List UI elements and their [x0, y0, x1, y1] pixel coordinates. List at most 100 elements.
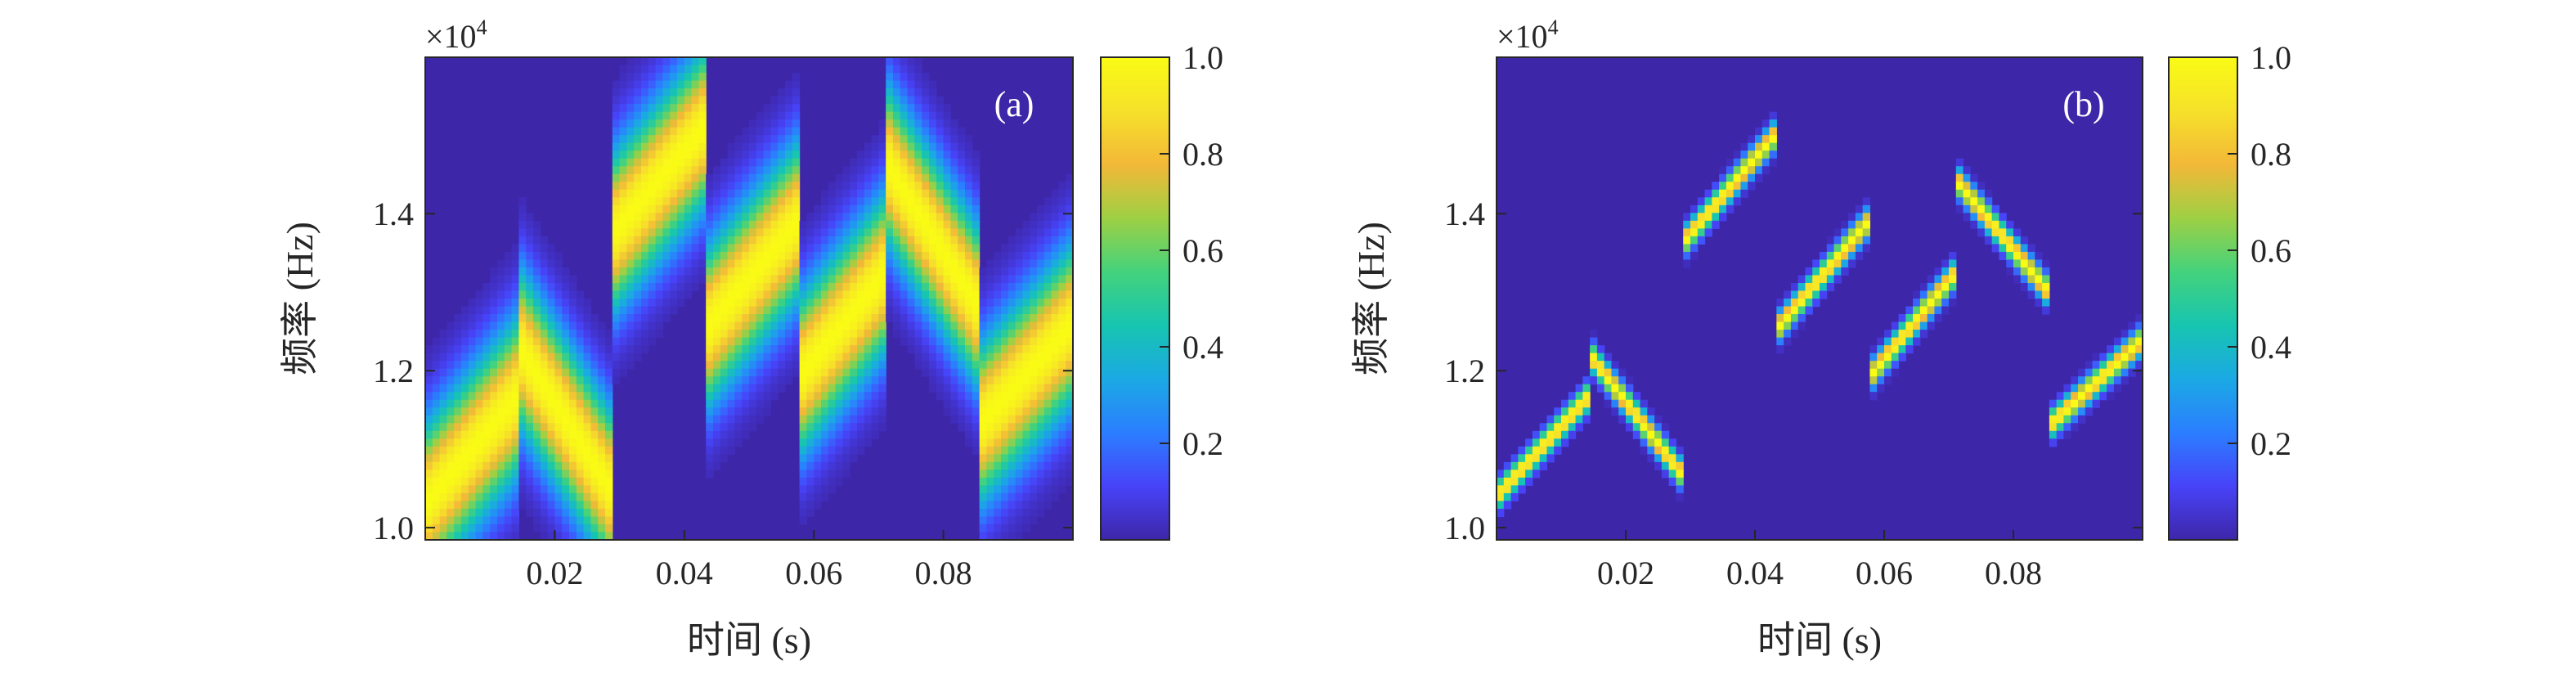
heatmap-cell-b	[1891, 353, 1900, 362]
heatmap-cell-a	[1001, 532, 1009, 541]
heatmap-cell-a	[475, 485, 483, 494]
heatmap-cell-a	[554, 267, 563, 276]
heatmap-cell-b	[1510, 485, 1519, 494]
heatmap-cell-a	[511, 345, 519, 354]
heatmap-cell-b	[1640, 415, 1648, 424]
heatmap-cell-b	[1934, 299, 1942, 308]
heatmap-cell-a	[598, 485, 606, 494]
heatmap-cell-a	[612, 267, 621, 276]
x-ticks-a: 0.02 0.04 0.06 0.08	[526, 530, 972, 591]
heatmap-cell-b	[1697, 213, 1706, 222]
heatmap-cell-a	[1015, 314, 1023, 323]
heatmap-cell-a	[886, 142, 894, 151]
heatmap-cell-a	[504, 353, 513, 362]
heatmap-cell-a	[439, 501, 447, 510]
heatmap-cell-a	[749, 236, 757, 245]
panel-label-b: (b)	[2062, 84, 2104, 124]
heatmap-cell-b	[1626, 399, 1634, 408]
heatmap-cell-a	[914, 337, 922, 346]
heatmap-cell-a	[994, 251, 1002, 261]
heatmap-cell-a	[605, 407, 613, 416]
heatmap-cell-a	[677, 151, 685, 160]
heatmap-cell-a	[706, 204, 714, 213]
heatmap-cell-b	[1820, 259, 1828, 268]
heatmap-cell-a	[857, 228, 865, 237]
heatmap-cell-a	[662, 204, 671, 213]
heatmap-cell-a	[785, 80, 793, 89]
heatmap-cell-a	[619, 314, 627, 323]
heatmap-cell-a	[713, 290, 721, 299]
heatmap-cell-a	[554, 399, 563, 408]
heatmap-cell-a	[907, 314, 915, 323]
heatmap-cell-a	[814, 228, 822, 237]
heatmap-cell-a	[814, 423, 822, 432]
heatmap-cell-a	[540, 407, 549, 416]
heatmap-cell-b	[2013, 251, 2022, 261]
heatmap-cell-a	[994, 454, 1002, 463]
heatmap-cell-a	[806, 423, 815, 432]
heatmap-cell-a	[886, 244, 894, 253]
heatmap-cell-a	[1001, 430, 1009, 439]
heatmap-cell-a	[475, 532, 483, 541]
heatmap-cell-a	[425, 407, 433, 416]
heatmap-cell-a	[778, 151, 786, 160]
heatmap-cell-a	[1043, 446, 1052, 455]
heatmap-cell-a	[864, 423, 873, 432]
heatmap-cell-b	[2020, 275, 2029, 284]
heatmap-cell-a	[720, 399, 729, 408]
heatmap-cell-b	[2078, 392, 2086, 401]
heatmap-cell-a	[943, 384, 951, 393]
heatmap-cell-a	[965, 189, 973, 198]
heatmap-cell-a	[1015, 337, 1023, 346]
heatmap-cell-a	[526, 430, 534, 439]
heatmap-cell-a	[842, 446, 850, 455]
heatmap-cell-b	[1733, 189, 1742, 198]
heatmap-cell-a	[576, 446, 585, 455]
heatmap-cell-a	[655, 104, 663, 113]
heatmap-cell-a	[943, 314, 951, 323]
heatmap-cell-a	[756, 166, 765, 175]
heatmap-cell-a	[533, 423, 541, 432]
heatmap-cell-a	[943, 267, 951, 276]
heatmap-cell-a	[835, 182, 843, 191]
heatmap-cell-a	[821, 282, 829, 292]
heatmap-cell-b	[2107, 345, 2115, 354]
heatmap-cell-a	[792, 236, 801, 245]
heatmap-cell-b	[2049, 415, 2058, 424]
heatmap-cell-b	[1862, 213, 1871, 222]
heatmap-cell-a	[749, 407, 757, 416]
heatmap-cell-a	[792, 314, 801, 323]
heatmap-cell-a	[958, 197, 966, 206]
heatmap-cell-a	[922, 236, 930, 245]
heatmap-cell-a	[583, 306, 591, 315]
heatmap-cell-a	[778, 204, 786, 213]
heatmap-cell-a	[468, 516, 477, 525]
heatmap-cell-b	[1604, 376, 1613, 385]
heatmap-cell-a	[706, 321, 714, 330]
heatmap-cell-a	[1008, 508, 1016, 518]
heatmap-cell-a	[979, 407, 987, 416]
heatmap-cell-a	[965, 290, 973, 299]
heatmap-cell-a	[878, 415, 886, 424]
heatmap-cell-a	[497, 501, 505, 510]
heatmap-cell-a	[929, 314, 937, 323]
heatmap-cell-a	[994, 508, 1002, 518]
heatmap-cell-a	[742, 182, 750, 191]
heatmap-cell-b	[1654, 430, 1663, 439]
heatmap-cell-b	[1654, 415, 1663, 424]
heatmap-cell-a	[648, 151, 657, 160]
heatmap-cell-a	[1001, 275, 1009, 284]
heatmap-cell-a	[994, 368, 1002, 377]
heatmap-cell-b	[2092, 361, 2100, 370]
heatmap-cell-a	[1030, 407, 1038, 416]
heatmap-cell-a	[684, 228, 693, 237]
heatmap-cell-a	[806, 508, 815, 518]
heatmap-cell-a	[1001, 516, 1009, 525]
heatmap-cell-a	[576, 353, 585, 362]
heatmap-cell-b	[1862, 204, 1871, 213]
heatmap-cell-a	[727, 384, 735, 393]
heatmap-cell-a	[626, 73, 635, 82]
heatmap-cell-a	[1037, 423, 1045, 432]
heatmap-cell-a	[576, 423, 585, 432]
heatmap-cell-a	[1008, 282, 1016, 292]
